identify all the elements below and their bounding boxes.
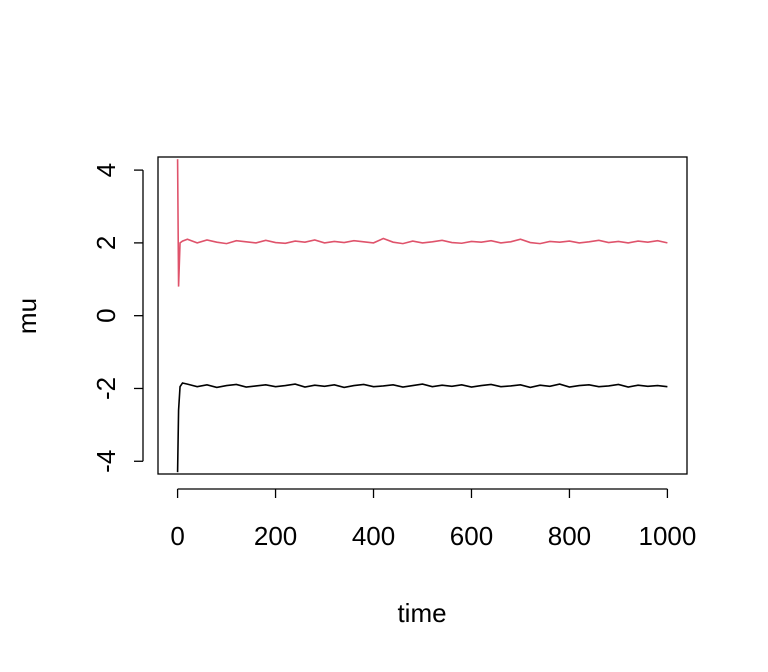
series-line xyxy=(176,159,668,287)
y-axis-label: mu xyxy=(12,298,42,334)
x-tick-label: 1000 xyxy=(638,521,696,551)
x-tick-label: 200 xyxy=(254,521,297,551)
series-line xyxy=(176,382,668,473)
y-tick-label: 0 xyxy=(91,308,121,322)
plot-frame xyxy=(157,156,688,475)
y-tick-label: -2 xyxy=(91,377,121,400)
x-tick-label: 400 xyxy=(352,521,395,551)
y-tick-label: 4 xyxy=(91,163,121,177)
y-tick-label: -4 xyxy=(91,450,121,473)
y-tick-label: 2 xyxy=(91,236,121,250)
x-tick-label: 600 xyxy=(450,521,493,551)
x-tick-label: 800 xyxy=(548,521,591,551)
x-tick-label: 0 xyxy=(170,521,184,551)
x-axis-label: time xyxy=(397,598,446,628)
